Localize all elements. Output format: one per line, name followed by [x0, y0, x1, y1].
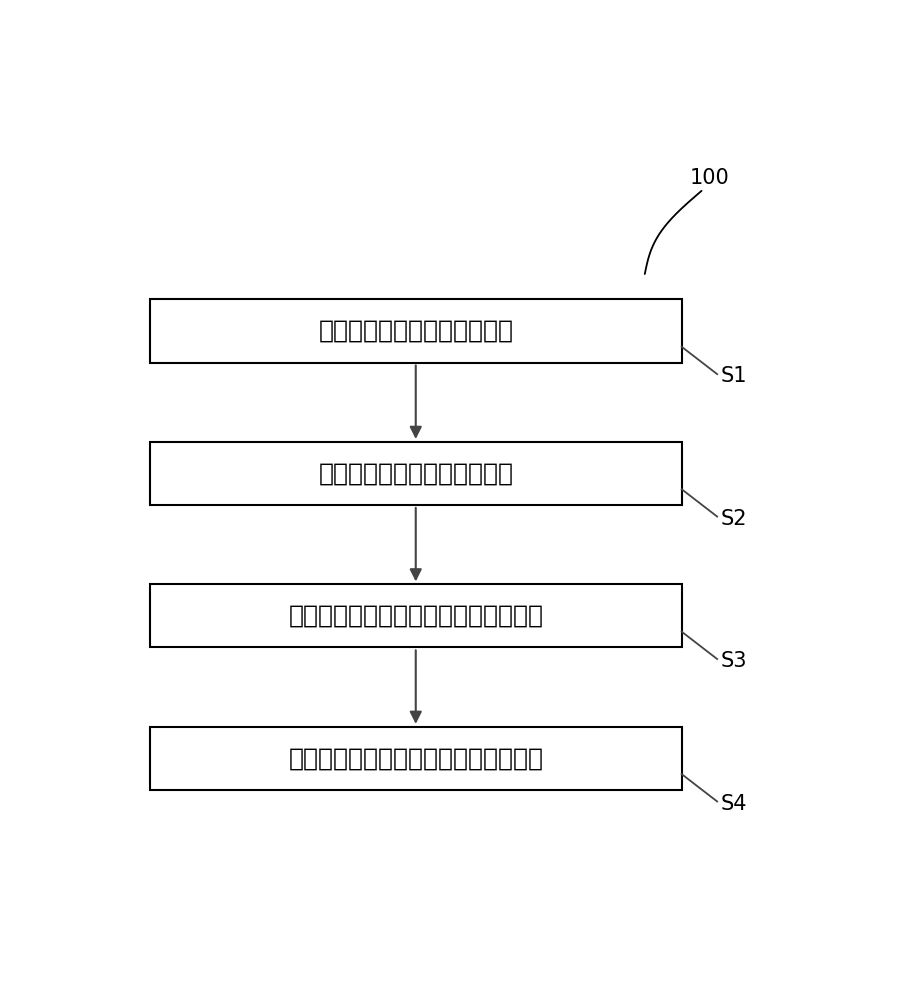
Text: 电动的行驶特性及充放电行为: 电动的行驶特性及充放电行为 [318, 319, 513, 343]
Text: 100: 100 [690, 168, 730, 188]
Bar [150, 442, 682, 505]
Text: 区域能源内可控发电单元最佳计划出力: 区域能源内可控发电单元最佳计划出力 [288, 746, 544, 770]
Text: 规模化电动汽车响应调度模型: 规模化电动汽车响应调度模型 [318, 461, 513, 485]
Text: S3: S3 [721, 651, 748, 671]
Text: 电动汽车参与区域能源网经济优化模型: 电动汽车参与区域能源网经济优化模型 [288, 604, 544, 628]
Text: S1: S1 [721, 366, 748, 386]
Bar [150, 299, 682, 363]
Text: S2: S2 [721, 509, 748, 529]
Bar [150, 584, 682, 647]
Bar [150, 727, 682, 790]
Text: S4: S4 [721, 794, 748, 814]
